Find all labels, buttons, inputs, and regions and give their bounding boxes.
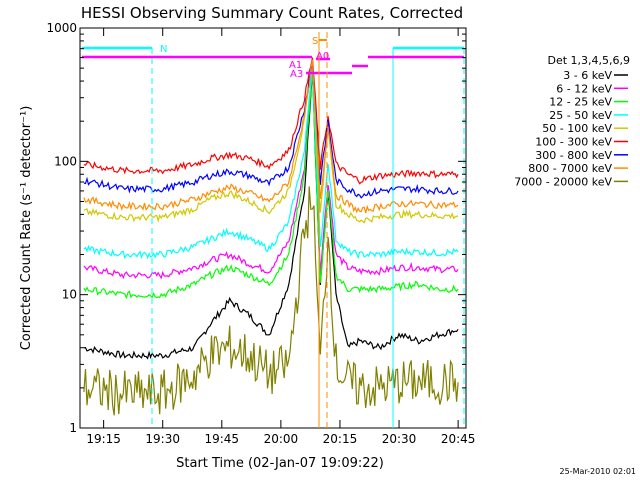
y-tick-label-0: 1 — [69, 421, 77, 435]
legend-label-9: 7000 - 20000 keV — [514, 175, 612, 188]
annotation-a1: A1 — [289, 60, 302, 71]
series-line-7 — [83, 62, 459, 199]
legend-label-6: 100 - 300 keV — [535, 136, 612, 149]
series-line-9 — [83, 186, 459, 416]
x-tick-label-4: 20:15 — [323, 432, 358, 446]
x-tick-label-2: 19:45 — [204, 432, 239, 446]
x-tick-label-5: 20:30 — [382, 432, 417, 446]
y-axis-label: Corrected Count Rate (s⁻¹ detector⁻¹) — [19, 106, 34, 351]
y-tick-label-3: 1000 — [46, 21, 77, 35]
x-tick-label-1: 19:30 — [145, 432, 180, 446]
plot-frame — [79, 27, 467, 429]
series-line-6 — [83, 57, 459, 185]
legend-label-4: 25 - 50 keV — [549, 109, 612, 122]
legend-label-1: 3 - 6 keV — [563, 69, 612, 82]
legend-label-7: 300 - 800 keV — [535, 149, 612, 162]
legend-label-5: 50 - 100 keV — [542, 122, 612, 135]
y-tick-label-1: 10 — [62, 288, 77, 302]
chart-title: HESSI Observing Summary Count Rates, Cor… — [81, 4, 463, 22]
tick-layer: 19:15 19:30 19:45 20:00 20:15 20:30 20:45 1 10 10… — [46, 21, 475, 446]
series-line-8 — [83, 59, 459, 214]
series-line-5 — [83, 62, 459, 224]
series-layer — [83, 57, 459, 416]
series-line-3 — [83, 68, 459, 300]
annotation-a0: A0 — [316, 51, 329, 62]
x-tick-label-3: 20:00 — [264, 432, 299, 446]
y-tick-label-2: 100 — [54, 154, 77, 168]
x-axis-label: Start Time (02-Jan-07 19:09:22) — [176, 456, 384, 471]
legend-label-3: 12 - 25 keV — [549, 96, 612, 109]
legend-title: Det 1,3,4,5,6,9 — [547, 54, 630, 67]
legend-label-2: 6 - 12 keV — [556, 82, 612, 95]
series-line-1 — [83, 70, 459, 360]
annotation-n: N — [160, 44, 167, 55]
series-line-2 — [83, 65, 459, 280]
x-tick-label-0: 19:15 — [86, 432, 121, 446]
annotation-s: S — [312, 36, 318, 47]
series-line-4 — [83, 63, 459, 260]
legend-label-8: 800 - 7000 keV — [528, 162, 612, 175]
footer-timestamp: 25-Mar-2010 02:01 — [560, 467, 637, 476]
x-tick-label-6: 20:45 — [441, 432, 476, 446]
annotation-a3: A3 — [290, 69, 303, 80]
